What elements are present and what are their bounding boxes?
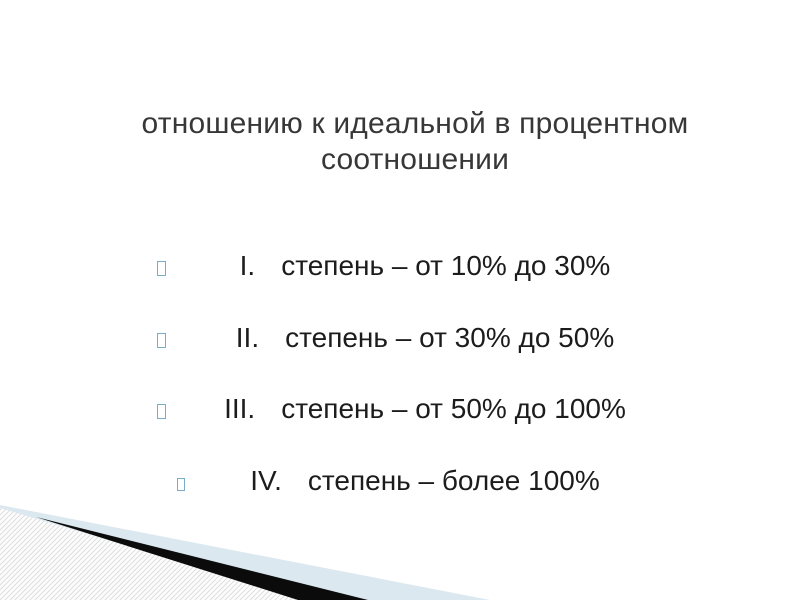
corner-pinstripe-area bbox=[0, 508, 310, 600]
bullet-box-icon bbox=[157, 261, 166, 276]
slide-title-line1: отношению к идеальной в процентном bbox=[141, 107, 689, 140]
bullet-row-4: IV. степень – более 100% bbox=[50, 463, 800, 499]
slide-title: отношению к идеальной в процентном соотн… bbox=[110, 106, 720, 178]
bullet-numeral: IV. bbox=[250, 465, 282, 496]
bullet-text: степень – от 10% до 30% bbox=[281, 250, 611, 281]
corner-decoration bbox=[0, 505, 490, 600]
bullet-numeral: I. bbox=[239, 250, 256, 281]
bullet-box-icon bbox=[177, 478, 185, 491]
corner-blue-wedge bbox=[0, 505, 490, 600]
slide-title-line2: соотношении bbox=[320, 143, 510, 176]
bullet-numeral: III. bbox=[224, 393, 256, 424]
bullet-text: степень – от 50% до 100% bbox=[281, 393, 626, 424]
bullet-box-icon bbox=[157, 404, 166, 419]
bullet-text: степень – более 100% bbox=[307, 465, 600, 496]
bullet-row-2: II. степень – от 30% до 50% bbox=[50, 320, 800, 356]
bullet-row-1: I. степень – от 10% до 30% bbox=[50, 248, 800, 284]
bullet-text: степень – от 30% до 50% bbox=[285, 322, 615, 353]
bullet-row-3: III. степень – от 50% до 100% bbox=[50, 391, 800, 427]
corner-black-stripe bbox=[36, 517, 368, 600]
bullet-box-icon bbox=[157, 333, 166, 348]
bullet-numeral: II. bbox=[235, 322, 260, 353]
